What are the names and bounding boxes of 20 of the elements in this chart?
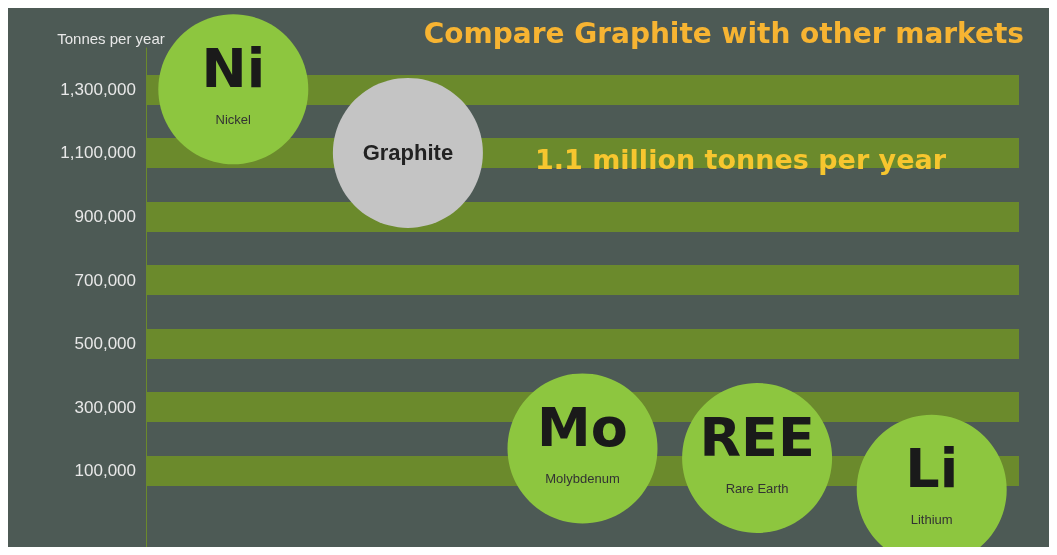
- chart-title: Compare Graphite with other markets: [423, 16, 1024, 50]
- y-tick-label: 900,000: [74, 206, 136, 226]
- y-tick-label: 1,300,000: [60, 79, 136, 99]
- x-tick-label: Lithium: [910, 512, 953, 528]
- x-tick-label: Rare Earth: [725, 480, 789, 496]
- y-tick-label: 1,100,000: [60, 143, 136, 163]
- y-axis-title: Tonnes per year: [57, 30, 165, 47]
- y-tick-label: 100,000: [74, 461, 136, 481]
- x-tick-label: Molybdenum: [545, 470, 620, 486]
- data-label: Mo: [537, 395, 628, 459]
- data-label: Ni: [201, 36, 266, 100]
- data-label: Li: [905, 437, 959, 501]
- y-tick-label: 500,000: [74, 334, 136, 354]
- y-tick-label: 300,000: [74, 397, 136, 417]
- data-label: REE: [699, 405, 815, 469]
- point: [333, 77, 483, 228]
- x-tick-label: Graphite: [362, 140, 454, 166]
- x-tick-label: Nickel: [215, 111, 252, 127]
- annotation: 1.1 million tonnes per year: [535, 144, 947, 175]
- y-tick-label: 700,000: [74, 270, 136, 290]
